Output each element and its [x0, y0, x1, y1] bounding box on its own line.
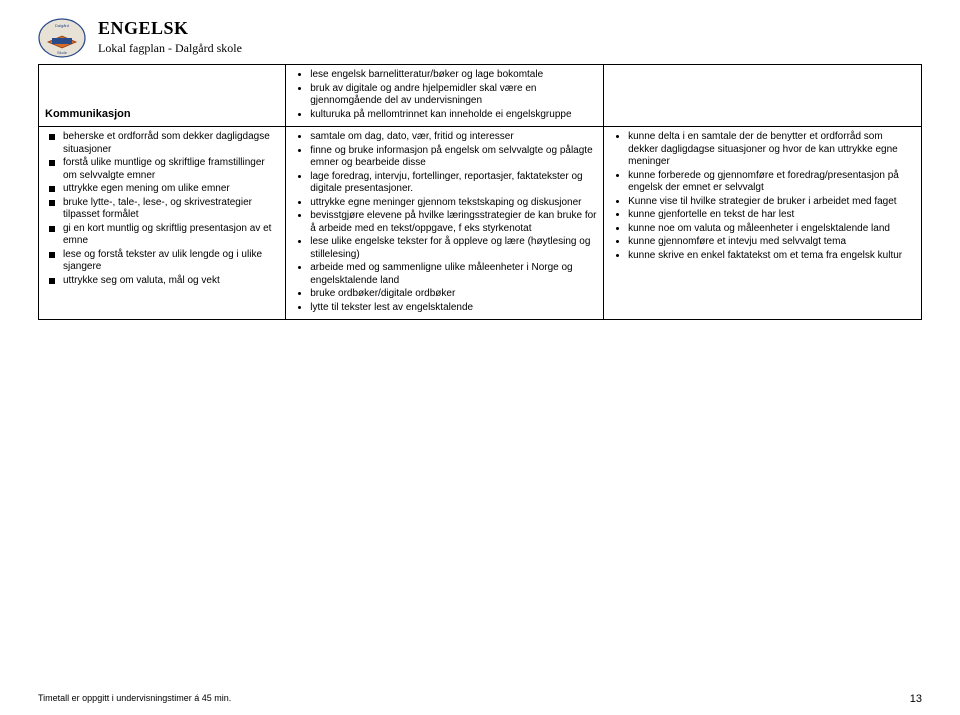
curriculum-table: Kommunikasjon lese engelsk barnelitterat… — [38, 64, 922, 320]
footer-note: Timetall er oppgitt i undervisningstimer… — [38, 693, 231, 705]
list-item: lese engelsk barnelitteratur/bøker og la… — [310, 69, 597, 82]
list-item: uttrykke egen mening om ulike emner — [49, 183, 279, 196]
cell-criteria: kunne delta i en samtale der de benytter… — [604, 127, 922, 320]
table-row: Kommunikasjon lese engelsk barnelitterat… — [39, 65, 922, 127]
school-logo: Dalgård Skole — [38, 18, 86, 58]
list-item: kunne gjenfortelle en tekst de har lest — [628, 209, 915, 222]
table-row: beherske et ordforråd som dekker dagligd… — [39, 127, 922, 320]
svg-text:Dalgård: Dalgård — [55, 23, 69, 28]
list-item: Kunne vise til hvilke strategier de bruk… — [628, 196, 915, 209]
cell-activities: lese engelsk barnelitteratur/bøker og la… — [286, 65, 604, 127]
page-header: Dalgård Skole ENGELSK Lokal fagplan - Da… — [38, 18, 922, 58]
svg-text:Skole: Skole — [57, 50, 68, 55]
list-item: gi en kort muntlig og skriftlig presenta… — [49, 223, 279, 248]
list-item: bruk av digitale og andre hjelpemidler s… — [310, 83, 597, 108]
list-item: kulturuka på mellomtrinnet kan inneholde… — [310, 109, 597, 122]
cell-goals: beherske et ordforråd som dekker dagligd… — [39, 127, 286, 320]
list-item: samtale om dag, dato, vær, fritid og int… — [310, 131, 597, 144]
list-item: lytte til tekster lest av engelsktalende — [310, 302, 597, 315]
list-item: arbeide med og sammenligne ulike måleenh… — [310, 262, 597, 287]
list: samtale om dag, dato, vær, fritid og int… — [292, 131, 597, 314]
list-item: kunne skrive en enkel faktatekst om et t… — [628, 250, 915, 263]
list-item: forstå ulike muntlige og skriftlige fram… — [49, 157, 279, 182]
list-item: kunne delta i en samtale der de benytter… — [628, 131, 915, 169]
list-item: kunne forberede og gjennomføre et foredr… — [628, 170, 915, 195]
list-item: uttrykke seg om valuta, mål og vekt — [49, 275, 279, 288]
page-title: ENGELSK — [98, 18, 242, 39]
list: beherske et ordforråd som dekker dagligd… — [45, 131, 279, 287]
page-subtitle: Lokal fagplan - Dalgård skole — [98, 41, 242, 56]
list-item: lese og forstå tekster av ulik lengde og… — [49, 249, 279, 274]
cell-empty — [604, 65, 922, 127]
list-item: bevisstgjøre elevene på hvilke læringsst… — [310, 210, 597, 235]
list: kunne delta i en samtale der de benytter… — [610, 131, 915, 262]
list-item: beherske et ordforråd som dekker dagligd… — [49, 131, 279, 156]
page-footer: Timetall er oppgitt i undervisningstimer… — [38, 693, 922, 705]
list-item: kunne gjennomføre et intevju med selvval… — [628, 236, 915, 249]
section-label: Kommunikasjon — [39, 65, 286, 127]
list-item: bruke ordbøker/digitale ordbøker — [310, 288, 597, 301]
list-item: kunne noe om valuta og måleenheter i eng… — [628, 223, 915, 236]
list-item: lage foredrag, intervju, fortellinger, r… — [310, 171, 597, 196]
page-number: 13 — [910, 693, 922, 705]
list-item: lese ulike engelske tekster for å opplev… — [310, 236, 597, 261]
list-item: bruke lytte-, tale-, lese-, og skrivestr… — [49, 197, 279, 222]
list: lese engelsk barnelitteratur/bøker og la… — [292, 69, 597, 121]
list-item: finne og bruke informasjon på engelsk om… — [310, 145, 597, 170]
cell-activities: samtale om dag, dato, vær, fritid og int… — [286, 127, 604, 320]
list-item: uttrykke egne meninger gjennom tekstskap… — [310, 197, 597, 210]
